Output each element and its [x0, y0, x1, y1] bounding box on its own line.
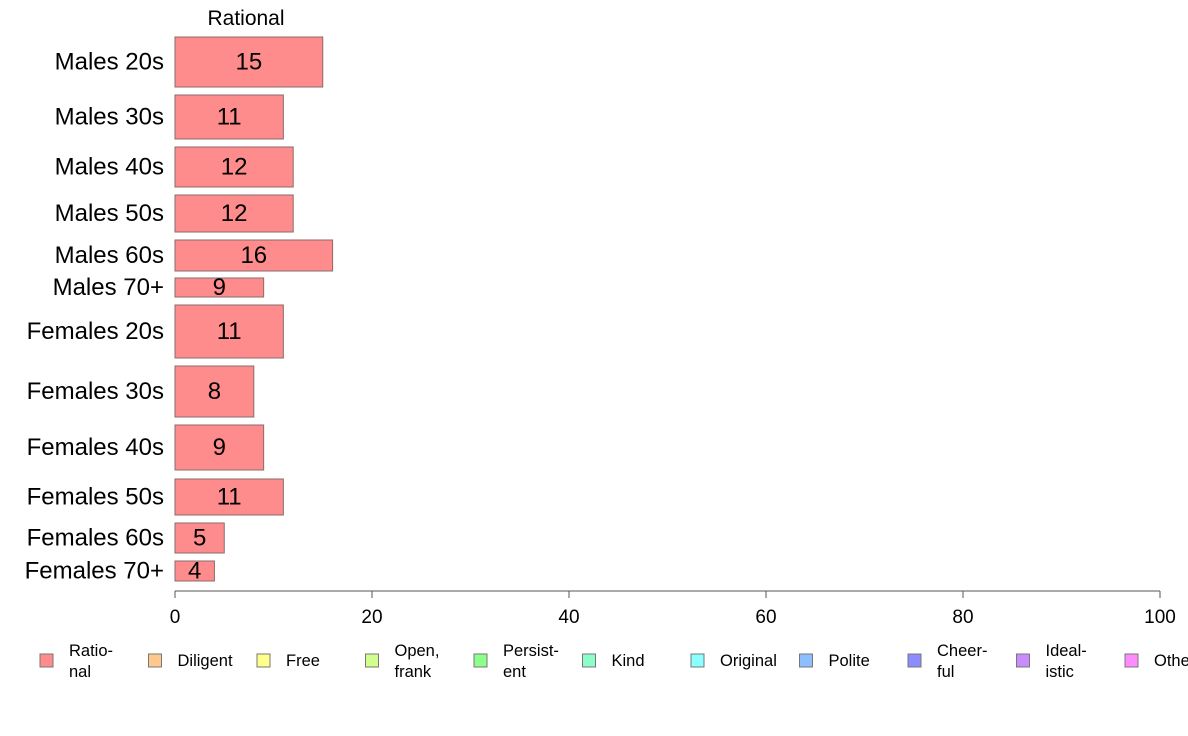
- x-tick-label: 60: [755, 607, 776, 628]
- legend-label: Ideal-: [1046, 642, 1087, 660]
- category-label: Males 60s: [55, 242, 164, 269]
- legend-label: Ratio-: [69, 642, 113, 660]
- legend-label: nal: [69, 663, 91, 681]
- legend-swatch: [799, 653, 813, 668]
- legend-label: Kind: [612, 652, 645, 670]
- category-label: Females 60s: [27, 525, 164, 552]
- bar: [174, 304, 284, 359]
- category-label: Males 40s: [55, 154, 164, 181]
- legend-label: Diligent: [178, 652, 233, 670]
- legend-label: frank: [395, 663, 432, 681]
- bar: [174, 478, 284, 516]
- data-label: 11: [217, 104, 242, 131]
- data-label: 4: [188, 558, 201, 585]
- bar: [174, 194, 294, 233]
- bar: [174, 146, 294, 188]
- x-tick-label: 0: [170, 607, 181, 628]
- bar: [174, 365, 255, 418]
- bar: [174, 277, 265, 298]
- legend-swatch: [1124, 653, 1139, 668]
- legend-label: istic: [1046, 663, 1074, 681]
- x-tick-label: 100: [1144, 607, 1176, 628]
- data-label: 16: [240, 242, 267, 269]
- bars-group: Males 20s 15 Males 30s 11 Males 40s 12 Males 5…: [25, 36, 334, 585]
- x-axis: 0 20 40 60 80 100: [170, 590, 1176, 628]
- legend-swatch: [256, 653, 271, 668]
- category-label: Females 20s: [27, 318, 164, 345]
- data-label: 15: [236, 49, 263, 76]
- data-label: 11: [217, 484, 242, 511]
- column-header: Rational: [207, 7, 284, 30]
- category-label: Males 20s: [55, 49, 164, 76]
- category-label: Females 50s: [27, 484, 164, 511]
- legend-swatch: [907, 653, 922, 668]
- legend-swatch: [365, 653, 379, 668]
- bar: [174, 424, 265, 471]
- legend-swatch: [690, 653, 705, 668]
- category-label: Males 70+: [53, 274, 164, 301]
- category-label: Females 70+: [25, 558, 164, 585]
- bar: [174, 239, 334, 272]
- legend-swatch: [148, 653, 162, 668]
- category-label: Females 40s: [27, 434, 164, 461]
- bar: [174, 94, 284, 140]
- legend-label: Open,: [395, 642, 440, 660]
- data-label: 11: [217, 318, 242, 345]
- legend: Ratio-nal Diligent Free Open, frank Persist-e…: [39, 642, 1188, 681]
- legend-label: ent: [503, 663, 526, 681]
- legend-label: Polite: [829, 652, 870, 670]
- data-label: 12: [221, 154, 248, 181]
- category-label: Males 30s: [55, 104, 164, 131]
- legend-label: Original: [720, 652, 777, 670]
- x-tick-label: 20: [361, 607, 382, 628]
- data-label: 12: [221, 200, 248, 227]
- legend-swatch: [473, 653, 488, 668]
- legend-swatch: [582, 653, 596, 668]
- category-label: Males 50s: [55, 200, 164, 227]
- legend-label: ful: [937, 663, 954, 681]
- legend-swatch: [39, 653, 54, 668]
- legend-label: Cheer-: [937, 642, 987, 660]
- x-tick-label: 40: [558, 607, 579, 628]
- data-label: 8: [208, 378, 221, 405]
- data-label: 5: [193, 525, 206, 552]
- legend-label: Free: [286, 652, 320, 670]
- x-tick-label: 80: [952, 607, 973, 628]
- bar: [174, 560, 215, 582]
- data-label: 9: [213, 274, 226, 301]
- bar: [174, 522, 225, 554]
- legend-swatch: [1016, 653, 1030, 668]
- category-label: Females 30s: [27, 378, 164, 405]
- data-label: 9: [213, 434, 226, 461]
- bar: [174, 36, 324, 88]
- legend-label: Others: [1154, 652, 1188, 670]
- legend-label: Persist-: [503, 642, 559, 660]
